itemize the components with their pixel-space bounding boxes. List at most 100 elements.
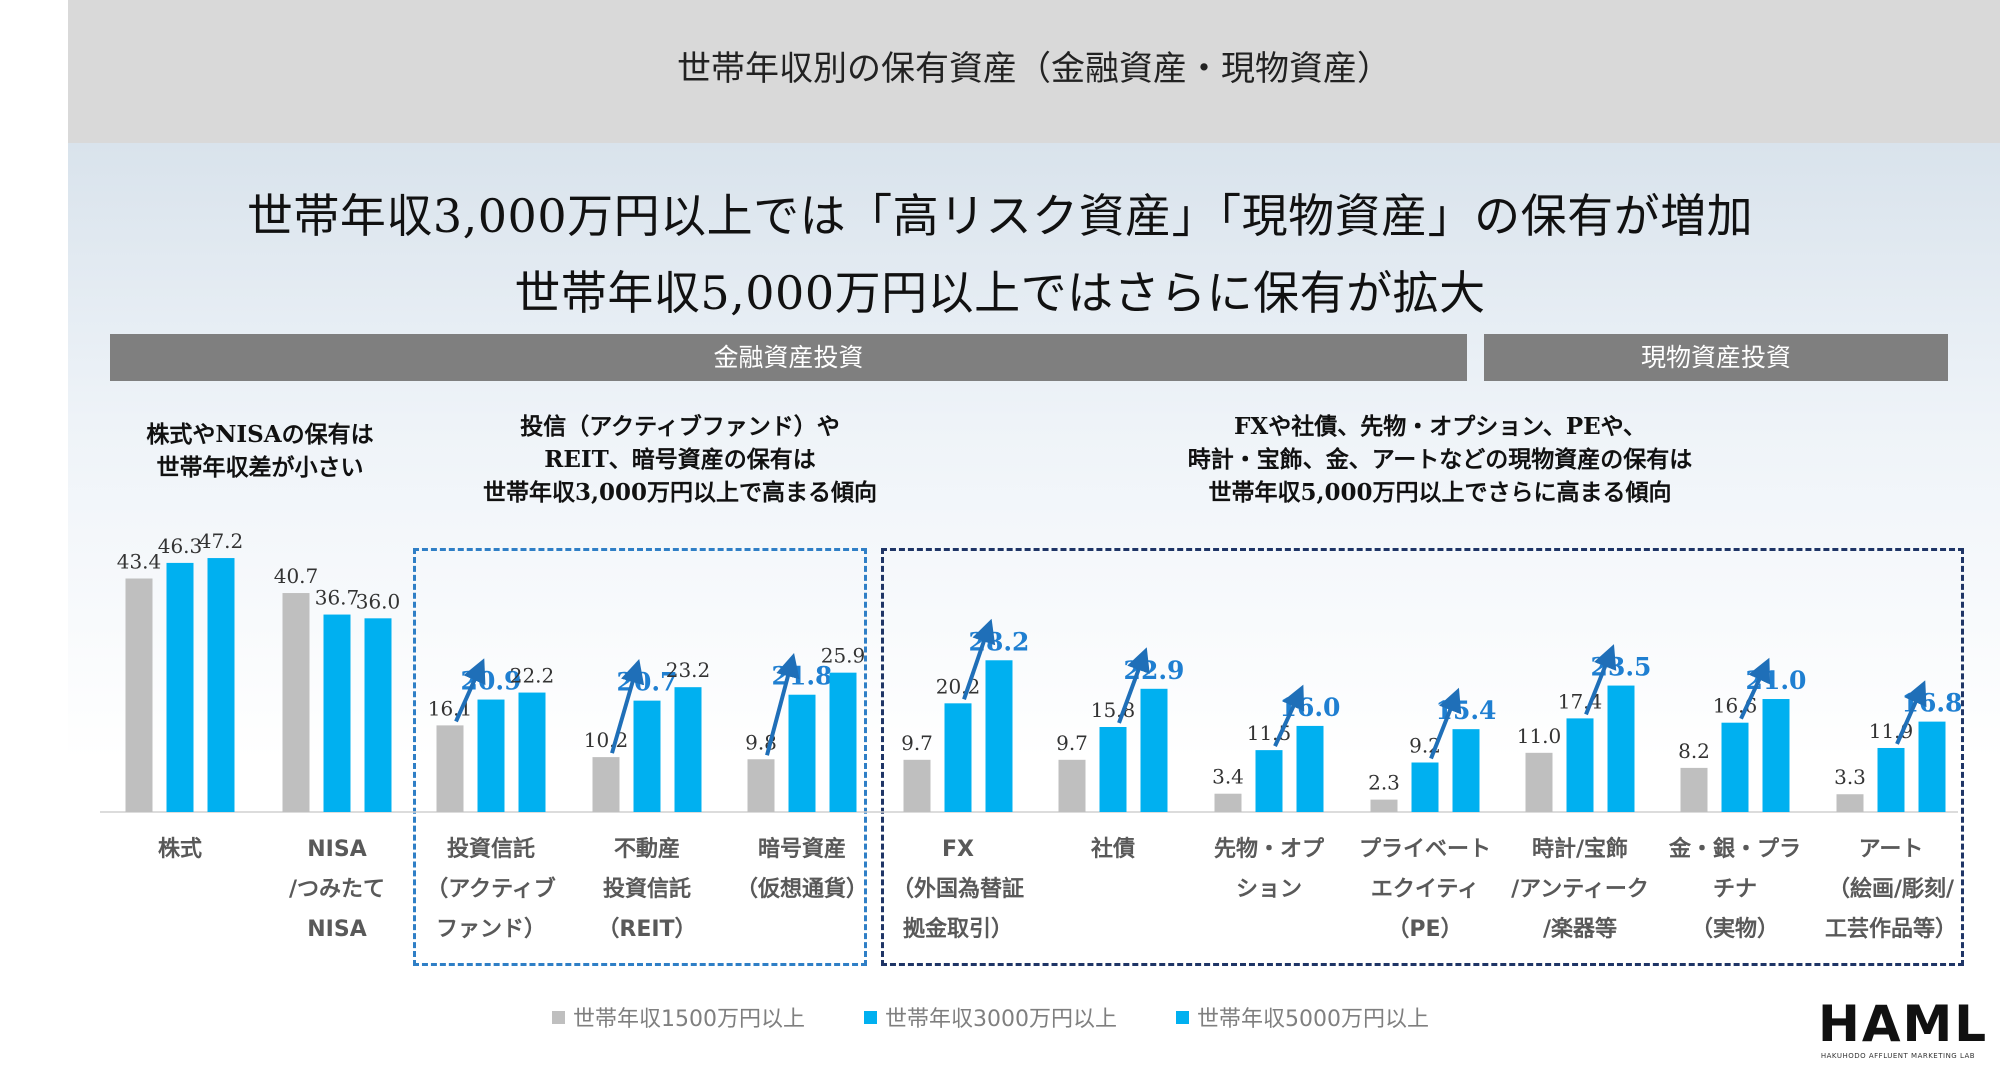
bar-1500 (747, 759, 775, 812)
data-label: 11.0 (1517, 724, 1562, 748)
category-label: 不動産 (614, 836, 680, 862)
highlight-box-5000 (881, 548, 1964, 966)
bar-5000 (1296, 725, 1324, 812)
data-label: 40.7 (274, 564, 319, 588)
category-label: 工芸作品等） (1825, 916, 1957, 942)
data-label: 9.7 (901, 731, 933, 755)
bar-5000 (985, 660, 1013, 812)
increase-arrow (1273, 684, 1305, 747)
bar-5000 (518, 692, 546, 812)
bar-5000 (207, 558, 235, 812)
data-label: 8.2 (1678, 739, 1710, 763)
title-bar (68, 0, 2000, 143)
data-label: 23.2 (666, 658, 711, 682)
bar-1500 (125, 578, 153, 812)
note-line: 世帯年収差が小さい (156, 454, 364, 481)
category-label: 金・銀・プラ (1668, 836, 1801, 862)
category-label: チナ (1713, 877, 1757, 902)
category-label: FX (942, 837, 974, 862)
category-label: （絵画/彫刻/ (1828, 876, 1955, 902)
note-line: 時計・宝飾、金、アートなどの現物資産の保有は (1187, 446, 1693, 473)
legend-swatch-gray (552, 1010, 565, 1024)
bar-1500 (1214, 793, 1242, 812)
increase-arrow (1117, 647, 1150, 724)
data-label: 22.2 (510, 664, 555, 688)
category-label: NISA (307, 917, 366, 942)
slide-background: 世帯年収別の保有資産（金融資産・現物資産） (68, 0, 2000, 1077)
highlight-box-3000 (413, 548, 867, 966)
note-alternative-assets: FXや社債、先物・オプション、PEや、 時計・宝飾、金、アートなどの現物資産の保… (1060, 410, 1820, 509)
increase-arrow (1895, 680, 1927, 745)
note-line: FXや社債、先物・オプション、PEや、 (1234, 413, 1646, 440)
category-label: アート (1859, 837, 1924, 862)
increase-arrow (1739, 657, 1771, 720)
bar-5000 (829, 672, 857, 812)
bar-3000 (633, 700, 661, 812)
bar-3000 (1566, 718, 1594, 812)
increase-arrow (1429, 687, 1462, 760)
bar-1500 (1680, 767, 1708, 812)
bar-3000 (1721, 722, 1749, 812)
category-label: （仮想通貨） (736, 876, 868, 902)
headline-line-1: 世帯年収3,000万円以上では「高リスク資産」「現物資産」の保有が増加 (246, 189, 1754, 243)
category-label: 投資信託 (447, 836, 535, 862)
bar-1500 (436, 725, 464, 812)
increase-arrow (765, 652, 800, 756)
headline-line-2: 世帯年収5,000万円以上ではさらに保有が拡大 (514, 266, 1486, 320)
data-label: 10.2 (584, 728, 629, 752)
legend-label: 世帯年収3000万円以上 (885, 1007, 1117, 1032)
category-label: （実物） (1691, 916, 1779, 942)
bar-5000 (1918, 721, 1946, 812)
bar-1500 (903, 759, 931, 812)
note-line: 株式やNISAの保有は (146, 421, 374, 448)
bar-1500 (282, 593, 310, 812)
bar-3000 (788, 694, 816, 812)
haml-logo: HAML HAKUHODO AFFLUENT MARKETING LAB (1818, 998, 1986, 1060)
increase-arrow (1584, 644, 1617, 716)
note-funds-reit-crypto: 投信（アクティブファンド）や REIT、暗号資産の保有は 世帯年収3,000万円… (420, 410, 940, 509)
category-label: NISA (307, 837, 366, 862)
category-label: 社債 (1091, 836, 1135, 862)
data-label: 9.7 (1056, 731, 1088, 755)
bar-3000 (323, 614, 351, 812)
category-label: エクイティ (1371, 877, 1479, 902)
category-label: /つみたて (289, 877, 385, 902)
bar-5000 (674, 687, 702, 812)
bar-5000 (1607, 685, 1635, 812)
data-label: 25.9 (821, 644, 866, 668)
category-label: /楽器等 (1543, 916, 1617, 942)
bar-3000 (166, 562, 194, 812)
data-label: 43.4 (117, 550, 162, 574)
data-label: 46.3 (158, 534, 203, 558)
legend-label: 世帯年収1500万円以上 (573, 1007, 805, 1032)
data-label: 2.3 (1368, 771, 1400, 795)
bar-5000 (364, 618, 392, 812)
category-label: （REIT） (597, 917, 696, 942)
slide-title: 世帯年収別の保有資産（金融資産・現物資産） (677, 49, 1391, 89)
category-label: （アクティブ (426, 876, 556, 902)
bar-5000 (1140, 688, 1168, 812)
category-label: 拠金取引） (903, 916, 1013, 942)
category-label: 先物・オプ (1214, 836, 1325, 862)
legend-item-5000: 世帯年収5000万円以上 (1176, 1002, 1429, 1032)
increase-arrow (610, 658, 645, 754)
category-label: ファンド） (436, 917, 546, 942)
category-label: 暗号資産 (758, 836, 846, 862)
bar-3000 (1255, 750, 1283, 812)
data-label: 28.2 (969, 627, 1030, 656)
note-line: REIT、暗号資産の保有は (544, 446, 816, 473)
category-label: プライベート (1359, 837, 1491, 862)
note-line: 世帯年収5,000万円以上でさらに高まる傾向 (1208, 479, 1672, 506)
note-line: 投信（アクティブファンド）や (520, 413, 840, 440)
bar-1500 (1370, 799, 1398, 812)
category-label: ション (1236, 877, 1302, 902)
category-label: 株式 (158, 837, 202, 862)
bar-1500 (1058, 759, 1086, 812)
data-label: 3.4 (1212, 765, 1244, 789)
legend-label: 世帯年収5000万円以上 (1197, 1007, 1429, 1032)
increase-arrow (962, 618, 996, 700)
data-label: 36.7 (315, 586, 360, 610)
legend-swatch-blue (864, 1010, 877, 1024)
category-label: 投資信託 (603, 876, 691, 902)
bar-3000 (1099, 726, 1127, 812)
